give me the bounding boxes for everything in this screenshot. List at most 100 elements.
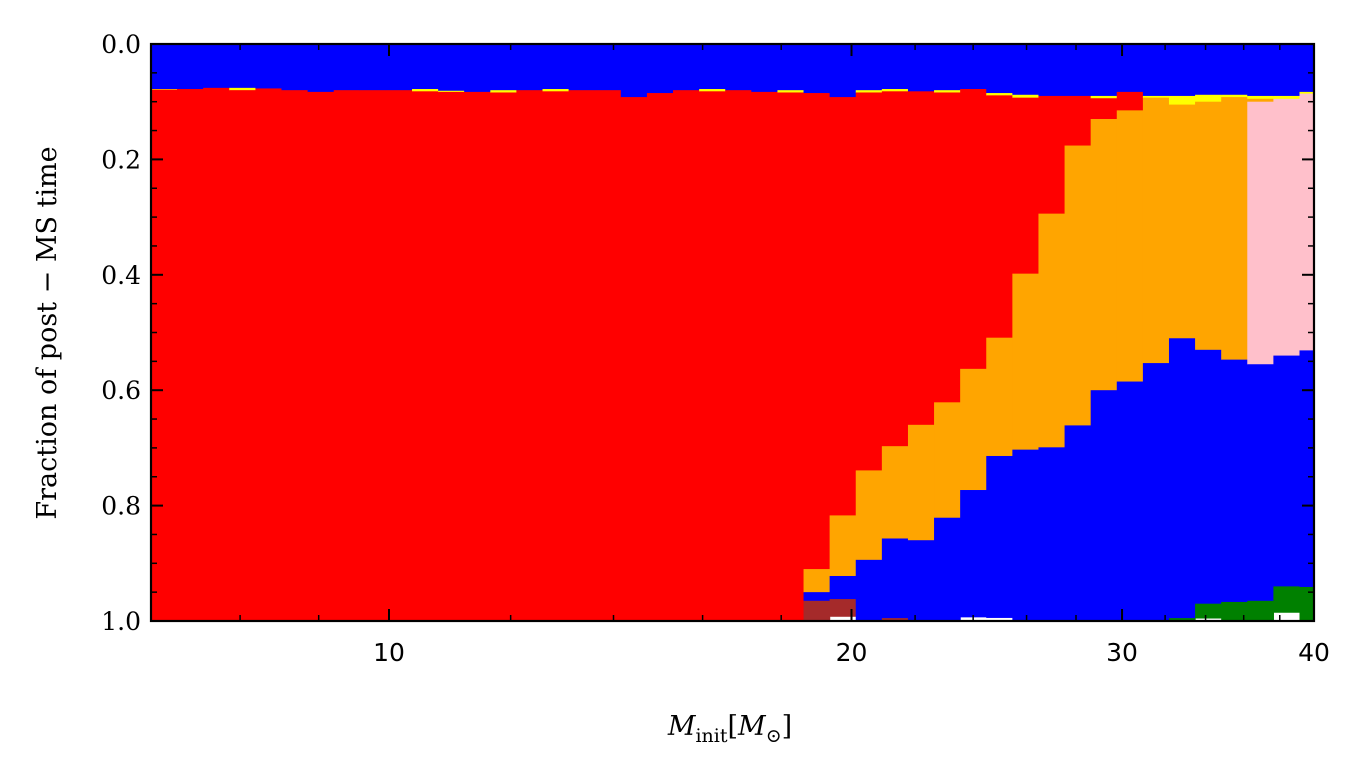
bar-segment — [1168, 618, 1196, 622]
bar-segment — [881, 91, 909, 447]
bar-segment — [1116, 110, 1144, 382]
bar-segment — [855, 470, 883, 561]
y-tick-label: 0.6 — [101, 376, 141, 405]
x-tick-label: 10 — [373, 638, 405, 667]
bar-segment — [673, 44, 700, 91]
bar-segment — [438, 91, 465, 622]
bar-segment — [1221, 601, 1248, 621]
bar-segment — [568, 44, 596, 91]
bar-segment — [725, 90, 752, 622]
bar-segment — [934, 44, 961, 91]
bar-segment — [229, 44, 257, 89]
bar-segment — [594, 90, 622, 622]
bar-segment — [673, 90, 700, 622]
bar-segment — [412, 89, 439, 92]
bar-segment — [777, 90, 805, 93]
bar-segment — [829, 575, 857, 600]
bar-segment — [1038, 447, 1066, 622]
bar-segment — [1116, 44, 1144, 93]
bar-segment — [464, 91, 491, 622]
bar-segment — [907, 91, 935, 426]
bar-segment — [255, 88, 283, 622]
bar-segment — [881, 44, 909, 90]
x-axis-label: Minit[M⊙] — [667, 711, 792, 747]
bar-segment — [855, 44, 883, 91]
bar-segment — [1142, 44, 1170, 97]
bar-segment — [203, 44, 230, 89]
bar-segment — [881, 538, 909, 619]
bar-segment — [1142, 95, 1170, 99]
bar-segment — [1038, 95, 1066, 215]
bar-segment — [1168, 338, 1196, 619]
bar-segment — [438, 44, 465, 92]
bar-segment — [620, 97, 648, 622]
bar-segment — [359, 90, 387, 622]
bar-segment — [1273, 586, 1301, 613]
bar-segment — [934, 517, 961, 622]
bar-segment — [333, 44, 361, 91]
bar-segment — [1299, 350, 1315, 588]
bar-segment — [229, 90, 257, 622]
bar-segment — [1221, 97, 1248, 361]
bar-segment — [1090, 95, 1118, 99]
bar-segment — [333, 90, 361, 622]
bar-segment — [986, 455, 1013, 618]
bar-segment — [516, 44, 544, 91]
bar-segment — [829, 599, 857, 617]
bar-segment — [699, 91, 726, 622]
x-tick-label: 20 — [836, 638, 868, 667]
bar-segment — [151, 44, 178, 90]
bar-segment — [1116, 91, 1144, 111]
bar-segment — [1038, 213, 1066, 448]
bar-segment — [751, 44, 779, 93]
y-axis-label: Fraction of post − MS time — [32, 146, 63, 519]
y-tick-label: 0.2 — [101, 145, 141, 174]
bar-segment — [829, 97, 857, 516]
y-tick-label: 0.0 — [101, 30, 141, 59]
bar-segment — [1273, 355, 1301, 587]
bar-segment — [1221, 94, 1248, 98]
bar-segment — [855, 90, 883, 93]
bar-segment — [568, 90, 596, 622]
bar-segment — [438, 90, 465, 93]
bar-segment — [646, 93, 674, 622]
bar-segment — [1273, 98, 1301, 356]
bar-segment — [1299, 93, 1315, 351]
bar-segment — [281, 44, 309, 91]
bar-segment — [1195, 603, 1222, 619]
bar-segment — [385, 90, 413, 622]
bar-segment — [1090, 44, 1118, 97]
bar-segment — [1090, 98, 1118, 120]
bar-segment — [1247, 95, 1274, 100]
bar-segment — [986, 95, 1013, 339]
bar-segment — [1064, 44, 1092, 97]
x-tick-label: 30 — [1106, 638, 1138, 667]
bar-segment — [1064, 425, 1092, 622]
bar-segment — [490, 44, 517, 91]
bar-segment — [699, 89, 726, 92]
bar-segment — [229, 87, 257, 91]
histogram-bars — [151, 44, 1315, 622]
bar-segment — [777, 44, 805, 91]
bar-segment — [1247, 101, 1274, 365]
bar-segment — [1012, 44, 1040, 96]
bar-segment — [646, 44, 674, 94]
y-tick-label: 0.8 — [101, 492, 141, 521]
bar-segment — [412, 91, 439, 622]
bar-segment — [1247, 44, 1274, 97]
bar-segment — [542, 91, 570, 622]
bar-segment — [1247, 364, 1274, 602]
bar-segment — [1195, 44, 1222, 96]
bar-segment — [986, 44, 1013, 94]
bar-segment — [855, 559, 883, 621]
bar-segment — [1273, 95, 1301, 100]
bar-segment — [177, 44, 204, 90]
bar-segment — [542, 44, 570, 90]
bar-segment — [1012, 449, 1040, 622]
bar-segment — [934, 90, 961, 93]
bar-segment — [986, 337, 1013, 457]
y-tick-label: 0.4 — [101, 261, 141, 290]
bar-segment — [151, 89, 178, 90]
bar-segment — [829, 515, 857, 577]
bar-segment — [803, 44, 831, 94]
